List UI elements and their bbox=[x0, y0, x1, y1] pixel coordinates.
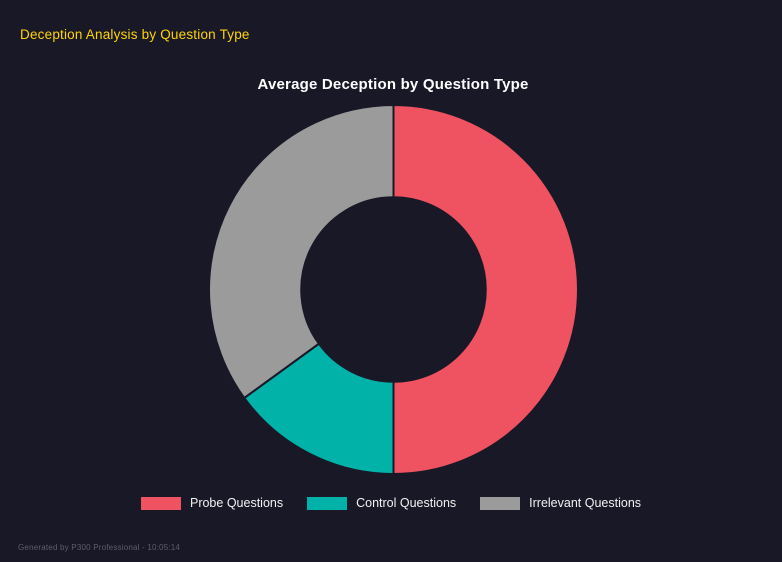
legend-label-probe: Probe Questions bbox=[189, 496, 284, 510]
legend-item-probe-questions[interactable]: Probe Questions bbox=[140, 496, 284, 510]
legend-swatch-probe bbox=[140, 496, 181, 510]
donut-chart bbox=[207, 103, 580, 476]
legend-swatch-control bbox=[307, 496, 348, 510]
footer-text: Generated by P300 Professional - 10:05:1… bbox=[18, 543, 181, 552]
legend-item-irrelevant-questions[interactable]: Irrelevant Questions bbox=[480, 496, 641, 510]
donut-segment-control-questions[interactable] bbox=[242, 342, 395, 476]
legend-swatch-irrelevant bbox=[480, 496, 521, 510]
chart-legend: Probe Questions Control Questions Irrele… bbox=[0, 496, 782, 510]
donut-segment-irrelevant-questions[interactable] bbox=[208, 103, 395, 400]
legend-label-control: Control Questions bbox=[356, 496, 457, 510]
donut-segment-probe-questions[interactable] bbox=[392, 103, 579, 476]
donut-chart-svg bbox=[208, 103, 579, 476]
legend-item-control-questions[interactable]: Control Questions bbox=[307, 496, 456, 510]
chart-title: Average Deception by Question Type bbox=[257, 76, 529, 93]
report-title: Deception Analysis by Question Type bbox=[20, 27, 250, 42]
legend-label-irrelevant: Irrelevant Questions bbox=[529, 496, 642, 510]
